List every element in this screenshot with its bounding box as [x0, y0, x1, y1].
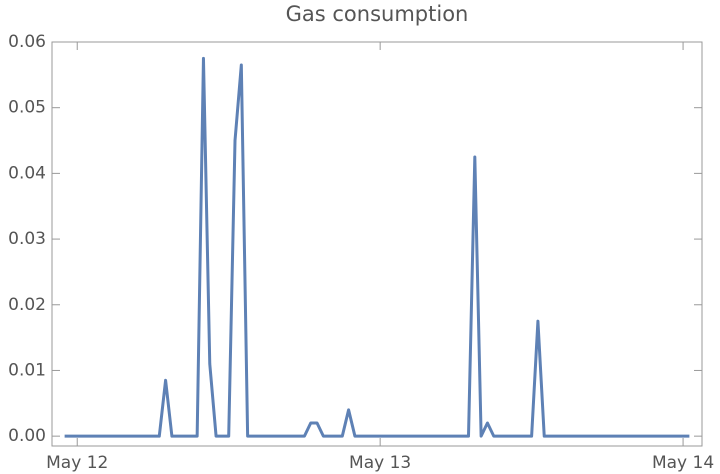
y-tick-label: 0.02: [8, 295, 46, 315]
x-tick-label: May 12: [46, 453, 108, 473]
y-tick-label: 0.05: [8, 98, 46, 118]
line-series: [64, 56, 690, 438]
x-tick-label: May 13: [349, 453, 411, 473]
y-tick-label: 0.01: [8, 360, 46, 380]
x-tick-label: May 14: [652, 453, 714, 473]
chart-title: Gas consumption: [286, 2, 469, 26]
y-tick-label: 0.06: [8, 32, 46, 52]
y-tick-label: 0.03: [8, 229, 46, 249]
plot-frame: [51, 41, 703, 447]
y-tick-label: 0.00: [8, 426, 46, 446]
y-tick-label: 0.04: [8, 163, 46, 183]
